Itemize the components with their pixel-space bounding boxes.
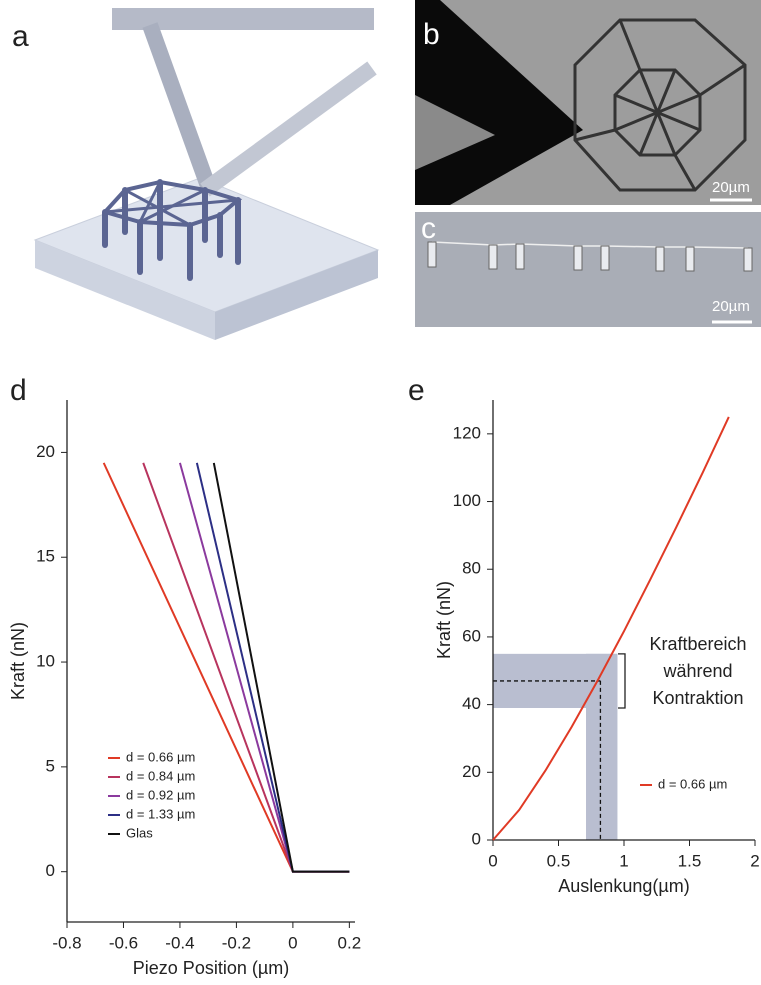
x-tick-label: 0.5 [547, 851, 571, 870]
render-panel [35, 8, 378, 340]
x-tick-label: 2 [750, 851, 759, 870]
data-line [197, 463, 349, 872]
legend-label: d = 0.92 µm [126, 787, 195, 802]
x-axis-title: Piezo Position (µm) [133, 958, 289, 978]
deflection-band [586, 654, 617, 840]
y-axis-title: Kraft (nN) [434, 581, 454, 659]
sem-image [415, 212, 761, 327]
panel-label: b [423, 18, 440, 51]
panel-label: c [421, 212, 436, 245]
x-tick-label: -0.4 [165, 933, 194, 952]
legend-label: d = 0.66 µm [658, 776, 727, 791]
panel-label: e [408, 374, 425, 407]
sem-panel: 20µm [415, 212, 761, 327]
legend-label: Glas [126, 825, 153, 840]
y-axis-title: Kraft (nN) [8, 622, 28, 700]
x-tick-label: -0.6 [109, 933, 138, 952]
x-tick-label: -0.2 [222, 933, 251, 952]
annotation: Kontraktion [652, 688, 743, 708]
x-tick-label: 1 [619, 851, 628, 870]
legend-label: d = 1.33 µm [126, 806, 195, 821]
y-tick-label: 80 [462, 559, 481, 578]
x-axis-title: Auslenkung(µm) [558, 876, 689, 896]
y-tick-label: 120 [453, 423, 481, 442]
x-tick-label: 0 [488, 851, 497, 870]
legend-label: d = 0.66 µm [126, 749, 195, 764]
y-tick-label: 0 [46, 861, 55, 880]
y-tick-label: 100 [453, 491, 481, 510]
y-tick-label: 60 [462, 626, 481, 645]
cantilever-arm [150, 25, 208, 186]
annotation: während [662, 661, 732, 681]
legend-label: d = 0.84 µm [126, 768, 195, 783]
page: {"panel_labels": ["a", "b", "c", "d", "e… [0, 0, 761, 985]
y-tick-label: 5 [46, 756, 55, 775]
x-tick-label: -0.8 [52, 933, 81, 952]
y-tick-label: 20 [36, 442, 55, 461]
y-tick-label: 10 [36, 652, 55, 671]
data-line [214, 463, 350, 872]
scale-bar-label: 20µm [712, 298, 750, 315]
panel-label: a [12, 20, 29, 53]
cantilever-arm [205, 68, 372, 190]
micrograph-panel: 20µm [415, 0, 761, 205]
scale-bar-label: 20µm [712, 179, 750, 196]
x-tick-label: 0.2 [338, 933, 362, 952]
panel-label: d [10, 374, 27, 407]
y-tick-label: 15 [36, 547, 55, 566]
y-tick-label: 40 [462, 694, 481, 713]
y-tick-label: 0 [472, 829, 481, 848]
bracket [618, 654, 625, 708]
x-tick-label: 1.5 [678, 851, 702, 870]
figure: 20µm 20µm a b c d e 05101520-0.8-0.6-0.4… [0, 0, 761, 985]
y-tick-label: 20 [462, 762, 481, 781]
annotation: Kraftbereich [649, 634, 746, 654]
x-tick-label: 0 [288, 933, 297, 952]
